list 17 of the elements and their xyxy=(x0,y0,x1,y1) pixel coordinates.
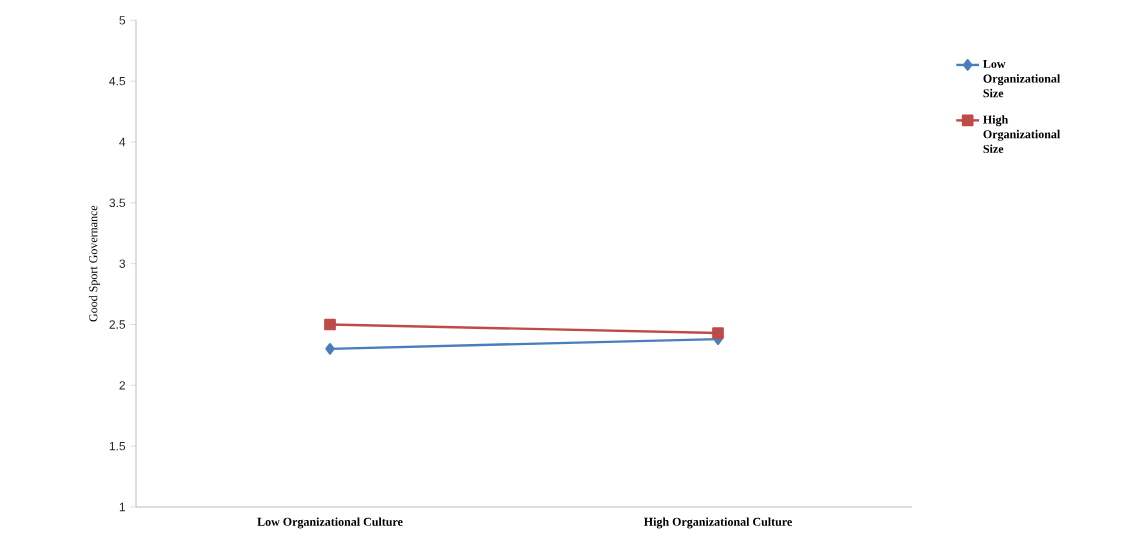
y-tick-label: 4.5 xyxy=(109,76,126,86)
point xyxy=(712,327,724,339)
y-tick-label: 2.5 xyxy=(109,320,126,329)
y-tick-label: 1 xyxy=(119,502,126,512)
point xyxy=(324,318,336,331)
point xyxy=(325,342,335,355)
x-tick-label: Low Organizational Culture xyxy=(257,517,403,529)
y-tick-label: 3 xyxy=(119,259,126,268)
legend-label: Low Organizational Size xyxy=(983,60,1061,98)
y-axis-title: Good Sport Governance xyxy=(88,205,100,322)
y-tick-label: 2 xyxy=(119,381,125,390)
y-tick-label: 4 xyxy=(119,137,126,147)
y-tick-label: 1.5 xyxy=(109,441,126,451)
y-tick-label: 5 xyxy=(119,16,126,25)
legend-label: High Organizational Size xyxy=(983,115,1061,153)
x-tick-label: High Organizational Culture xyxy=(643,517,792,529)
y-tick-label: 3.5 xyxy=(109,198,126,208)
